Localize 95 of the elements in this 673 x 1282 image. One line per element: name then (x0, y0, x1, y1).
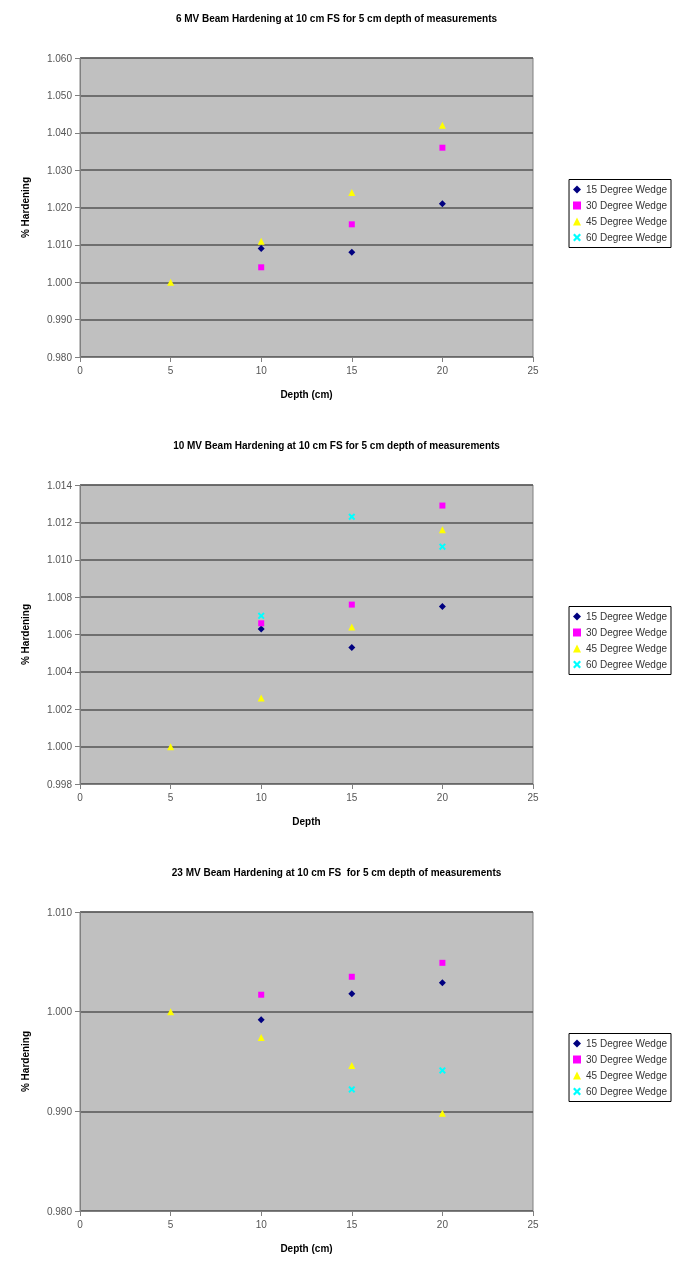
y-tick-label: 0.990 (46, 1105, 73, 1117)
x-tick-label: 15 (346, 364, 358, 376)
x-tick-label: 5 (167, 1218, 174, 1230)
point (348, 189, 356, 197)
point (348, 644, 356, 652)
point (348, 513, 356, 521)
legend-label: 15 Degree Wedge (586, 184, 668, 195)
legend-label: 45 Degree Wedge (586, 216, 668, 227)
y-tick-label: 1.040 (46, 127, 73, 139)
x-tick-label: 20 (436, 364, 449, 376)
point (258, 264, 265, 271)
chart-title: 23 MV Beam Hardening at 10 cm FS for 5 cm depth of measurements (171, 866, 502, 878)
legend-label: 60 Degree Wedge (586, 232, 668, 243)
y-tick-label: 1.002 (46, 703, 73, 715)
legend-label: 60 Degree Wedge (586, 659, 668, 670)
point (438, 979, 446, 987)
x-axis-title: Depth (292, 815, 321, 827)
point (438, 1109, 446, 1117)
legend-label: 30 Degree Wedge (586, 1054, 668, 1065)
y-tick-label: 1.030 (46, 164, 73, 176)
point (257, 612, 265, 620)
y-tick-label: 1.020 (46, 202, 73, 213)
legend-label: 15 Degree Wedge (586, 611, 668, 622)
x-tick-label: 5 (167, 791, 174, 803)
point (438, 543, 446, 551)
x-axis-title: Depth (cm) (280, 388, 333, 400)
legend-label: 30 Degree Wedge (586, 200, 668, 211)
y-axis-title: % Hardening (19, 603, 31, 666)
y-tick-label: 1.014 (46, 479, 73, 491)
y-tick-label: 1.060 (46, 52, 73, 64)
y-tick-label: 1.010 (46, 239, 73, 251)
y-tick-label: 1.010 (46, 554, 73, 566)
point (438, 121, 446, 129)
legend-label: 60 Degree Wedge (586, 1086, 668, 1097)
y-tick-label: 1.004 (46, 666, 73, 678)
point (167, 278, 175, 286)
x-tick-label: 0 (77, 791, 84, 803)
y-tick-label: 0.998 (46, 778, 73, 790)
y-tick-label: 1.006 (46, 629, 73, 640)
point (438, 200, 446, 208)
point (257, 237, 265, 245)
point (257, 1034, 265, 1042)
x-tick-label: 15 (346, 1218, 358, 1230)
y-tick-label: 1.000 (46, 741, 73, 753)
point (257, 625, 265, 633)
chart-title: 10 MV Beam Hardening at 10 cm FS for 5 cm depth of measurements (173, 439, 501, 451)
y-tick-label: 1.012 (46, 516, 73, 528)
x-tick-label: 10 (255, 364, 268, 376)
point (438, 602, 446, 610)
x-axis-title: Depth (cm) (280, 1242, 333, 1254)
point (348, 1061, 356, 1069)
legend-label: 30 Degree Wedge (586, 627, 668, 638)
y-tick-label: 1.008 (46, 591, 73, 603)
x-tick-label: 0 (77, 364, 84, 376)
point (439, 959, 446, 966)
y-axis-title: % Hardening (19, 176, 31, 239)
y-axis-title: % Hardening (19, 1030, 31, 1093)
point (439, 502, 446, 509)
legend-label: 45 Degree Wedge (586, 1070, 668, 1081)
x-tick-label: 25 (527, 1218, 539, 1230)
x-tick-label: 20 (436, 1218, 449, 1230)
y-tick-label: 0.980 (46, 1205, 73, 1217)
point (348, 221, 355, 228)
x-tick-label: 5 (167, 364, 174, 376)
x-tick-label: 15 (346, 791, 358, 803)
point (348, 973, 355, 980)
x-tick-label: 25 (527, 791, 539, 803)
point (257, 694, 265, 702)
y-tick-label: 0.990 (46, 314, 73, 326)
point (348, 1085, 356, 1093)
point (438, 1066, 446, 1074)
y-tick-label: 0.980 (46, 351, 73, 363)
y-tick-label: 1.010 (46, 906, 73, 918)
point (167, 743, 175, 751)
y-tick-label: 1.000 (46, 276, 73, 288)
x-tick-label: 10 (255, 791, 268, 803)
x-tick-label: 25 (527, 364, 539, 376)
point (258, 991, 265, 998)
point (348, 623, 356, 631)
point (348, 990, 356, 998)
point (439, 144, 446, 151)
y-tick-label: 1.000 (46, 1006, 73, 1018)
point (348, 601, 355, 608)
x-tick-label: 0 (77, 1218, 84, 1230)
point (257, 1016, 265, 1024)
point (348, 248, 356, 256)
legend-label: 45 Degree Wedge (586, 643, 668, 654)
chart-title: 6 MV Beam Hardening at 10 cm FS for 5 cm depth of measurements (175, 12, 498, 24)
x-tick-label: 10 (255, 1218, 268, 1230)
x-tick-label: 20 (436, 791, 449, 803)
point (167, 1008, 175, 1016)
legend-label: 15 Degree Wedge (586, 1038, 668, 1049)
point (258, 620, 265, 627)
y-tick-label: 1.050 (46, 89, 73, 101)
point (257, 245, 265, 253)
